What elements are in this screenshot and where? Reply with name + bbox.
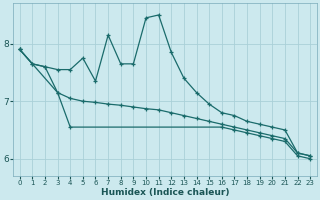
X-axis label: Humidex (Indice chaleur): Humidex (Indice chaleur) — [101, 188, 229, 197]
